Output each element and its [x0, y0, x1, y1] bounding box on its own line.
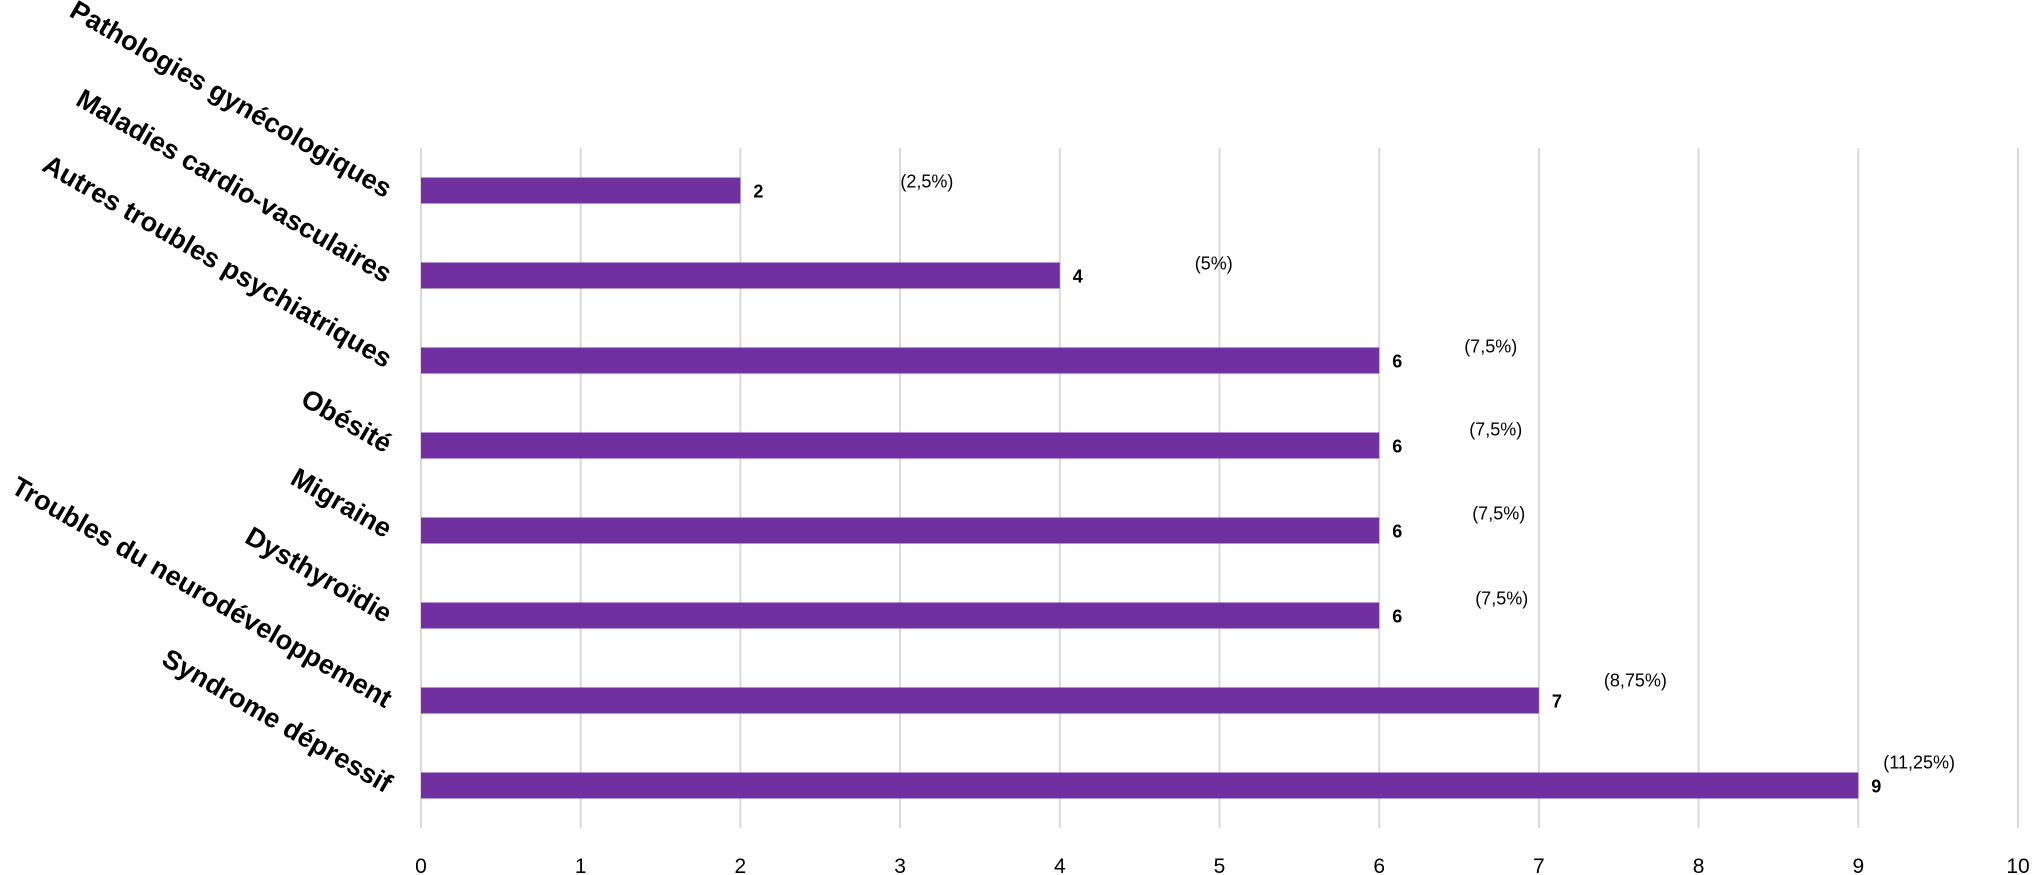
- bar-value-label: 6: [1392, 607, 1402, 627]
- bar: [421, 347, 1380, 374]
- bar: [421, 602, 1380, 629]
- bar-value-label: 4: [1073, 267, 1083, 287]
- bar-percent-label: (2,5%): [900, 172, 953, 192]
- x-tick-label: 9: [1852, 855, 1864, 875]
- x-tick-label: 6: [1373, 855, 1385, 875]
- bar-percent-label: (11,25%): [1883, 753, 1955, 773]
- x-tick-label: 10: [2006, 855, 2029, 875]
- category-label: Obésité: [296, 383, 397, 459]
- bar: [421, 262, 1060, 289]
- x-tick-label: 7: [1533, 855, 1545, 875]
- x-tick-label: 5: [1214, 855, 1226, 875]
- gridlines: [420, 148, 2019, 828]
- bar: [421, 772, 1859, 799]
- bar-value-label: 2: [753, 182, 763, 202]
- bar-percent-label: (7,5%): [1469, 420, 1522, 440]
- bar-percent-label: (7,5%): [1464, 337, 1517, 357]
- x-axis-ticks: 0 1 2 3 4 5 6 7 8 9 10: [415, 855, 2030, 875]
- bar: [421, 177, 741, 204]
- bar-percent-label: (8,75%): [1604, 671, 1667, 691]
- x-tick-label: 2: [735, 855, 747, 875]
- bar-percent-label: (7,5%): [1475, 589, 1528, 609]
- bar: [421, 687, 1539, 714]
- data-labels: 2 (2,5%) 4 (5%) 6 (7,5%) 6 (7,5%) 6 (7,5%) 6 (7,5%)…: [753, 172, 1955, 797]
- bar: [421, 517, 1380, 544]
- bar-value-label: 6: [1392, 352, 1402, 372]
- bar-percent-label: (5%): [1195, 254, 1233, 274]
- x-tick-label: 3: [894, 855, 906, 875]
- category-label: Migraine: [286, 462, 397, 543]
- x-tick-label: 1: [575, 855, 587, 875]
- bar-percent-label: (7,5%): [1472, 504, 1525, 524]
- bar-value-label: 6: [1392, 522, 1402, 542]
- bars: [421, 177, 1859, 799]
- bar-value-label: 6: [1392, 437, 1402, 457]
- x-tick-label: 8: [1693, 855, 1705, 875]
- bar-value-label: 9: [1871, 777, 1881, 797]
- x-tick-label: 4: [1054, 855, 1066, 875]
- x-tick-label: 0: [415, 855, 427, 875]
- bar-value-label: 7: [1552, 692, 1562, 712]
- bar: [421, 432, 1380, 459]
